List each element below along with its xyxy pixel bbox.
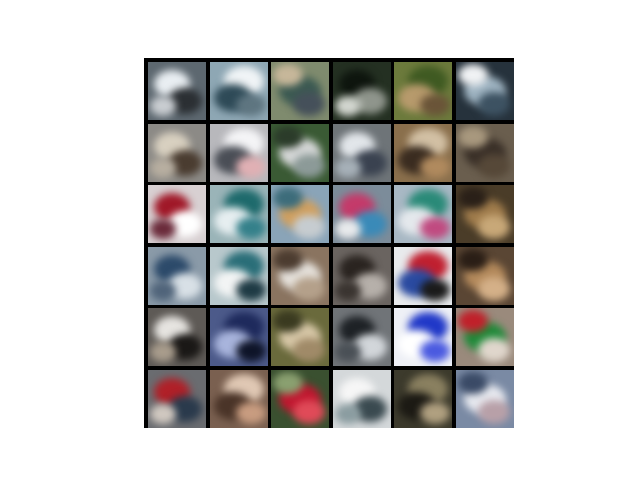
image-tile <box>148 62 206 120</box>
image-blob <box>420 94 451 116</box>
image-blob <box>293 338 326 363</box>
image-tile <box>148 185 206 244</box>
image-tile <box>394 123 453 182</box>
image-tile <box>394 246 453 305</box>
image-blob <box>478 338 510 363</box>
image-tile <box>209 370 268 428</box>
image-tile <box>271 308 330 367</box>
image-blob <box>478 400 510 424</box>
image-blob <box>334 96 361 116</box>
image-blob <box>458 187 488 210</box>
image-tile <box>209 62 268 120</box>
image-tile <box>271 370 330 428</box>
image-blob <box>458 125 488 148</box>
image-blob <box>235 402 266 424</box>
image-blob <box>273 248 304 271</box>
image-blob <box>293 400 326 424</box>
image-blob <box>150 280 176 301</box>
image-tile <box>148 308 206 367</box>
image-blob <box>293 92 326 116</box>
image-tile <box>394 308 453 367</box>
image-blob <box>150 96 176 116</box>
image-blob <box>150 342 176 363</box>
image-blob <box>273 64 304 86</box>
image-blob <box>334 280 361 301</box>
image-blob <box>458 64 488 86</box>
image-blob <box>420 155 451 178</box>
image-blob <box>150 404 176 424</box>
image-blob <box>273 125 304 148</box>
image-blob <box>334 219 361 240</box>
image-blob <box>273 372 304 394</box>
image-blob <box>478 215 510 240</box>
image-grid <box>144 58 514 428</box>
image-blob <box>334 157 361 178</box>
image-blob <box>478 276 510 301</box>
image-tile <box>271 123 330 182</box>
image-blob <box>478 153 510 178</box>
image-blob <box>420 340 451 363</box>
image-tile <box>332 246 391 305</box>
image-blob <box>293 276 326 301</box>
image-blob <box>334 404 361 424</box>
image-blob <box>458 372 488 394</box>
image-tile <box>332 370 391 428</box>
image-blob <box>334 342 361 363</box>
image-tile <box>209 308 268 367</box>
image-tile <box>394 62 453 120</box>
image-blob <box>458 310 488 333</box>
image-tile <box>456 246 514 305</box>
image-blob <box>420 217 451 240</box>
image-tile <box>456 62 514 120</box>
image-blob <box>420 278 451 301</box>
image-tile <box>456 185 514 244</box>
image-blob <box>235 217 266 240</box>
image-tile <box>209 123 268 182</box>
image-blob <box>235 340 266 363</box>
image-blob <box>235 278 266 301</box>
image-tile <box>332 185 391 244</box>
image-tile <box>394 185 453 244</box>
image-blob <box>478 92 510 116</box>
image-tile <box>332 123 391 182</box>
image-tile <box>148 123 206 182</box>
image-tile <box>271 62 330 120</box>
image-blob <box>235 155 266 178</box>
image-tile <box>148 246 206 305</box>
image-tile <box>209 185 268 244</box>
image-blob <box>150 157 176 178</box>
image-blob <box>273 310 304 333</box>
image-tile <box>209 246 268 305</box>
image-tile <box>456 370 514 428</box>
image-tile <box>271 246 330 305</box>
image-blob <box>150 219 176 240</box>
image-blob <box>293 215 326 240</box>
image-tile <box>332 62 391 120</box>
image-blob <box>458 248 488 271</box>
image-tile <box>456 308 514 367</box>
image-tile <box>456 123 514 182</box>
image-blob <box>273 187 304 210</box>
image-tile <box>394 370 453 428</box>
image-blob <box>293 153 326 178</box>
image-tile <box>332 308 391 367</box>
image-blob <box>235 94 266 116</box>
image-tile <box>148 370 206 428</box>
image-blob <box>420 402 451 424</box>
image-tile <box>271 185 330 244</box>
